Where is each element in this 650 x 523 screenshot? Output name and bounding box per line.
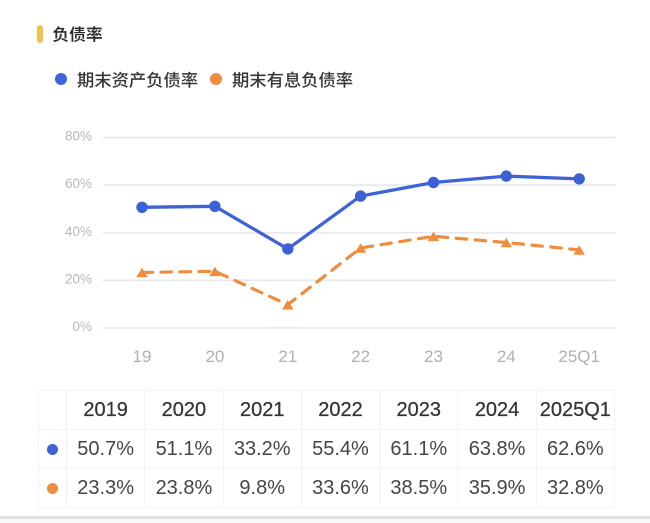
svg-text:80%: 80% [65,129,92,144]
svg-text:22: 22 [351,347,370,366]
svg-text:19: 19 [133,347,152,366]
svg-text:20: 20 [205,347,224,366]
svg-text:60%: 60% [65,176,92,191]
svg-text:25Q1: 25Q1 [558,347,600,366]
svg-text:20%: 20% [65,271,92,286]
svg-text:24: 24 [497,347,516,366]
svg-text:0%: 0% [72,319,92,334]
svg-text:23: 23 [424,347,443,366]
svg-text:40%: 40% [65,224,92,239]
svg-text:21: 21 [278,347,297,366]
